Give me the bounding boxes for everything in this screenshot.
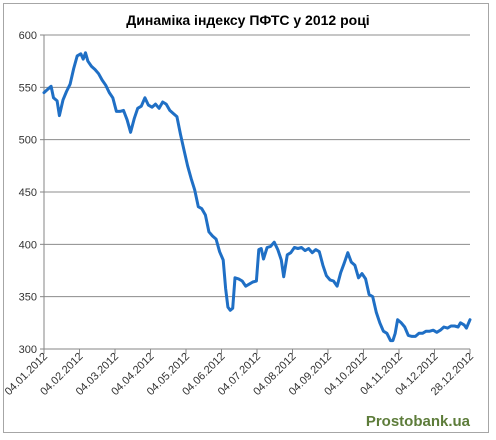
y-tick-label: 300 bbox=[19, 344, 37, 356]
y-tick-label: 350 bbox=[19, 292, 37, 304]
series-line bbox=[42, 51, 472, 343]
chart-title: Динаміка індексу ПФТС у 2012 році bbox=[126, 12, 369, 28]
gridlines bbox=[44, 34, 470, 298]
y-axis: 300 350 400 450 500 550 600 bbox=[19, 30, 45, 356]
y-tick-label: 600 bbox=[19, 30, 37, 42]
y-tick-label: 500 bbox=[19, 135, 37, 147]
x-axis: 04.01.201204.02.201204.03.201204.04.2012… bbox=[3, 348, 476, 398]
watermark: Prostobank.ua bbox=[366, 413, 471, 430]
y-tick-label: 450 bbox=[19, 187, 37, 199]
chart-frame bbox=[3, 3, 489, 433]
y-tick-label: 400 bbox=[19, 239, 37, 251]
y-tick-label: 550 bbox=[19, 82, 37, 94]
plot-area bbox=[42, 51, 472, 343]
